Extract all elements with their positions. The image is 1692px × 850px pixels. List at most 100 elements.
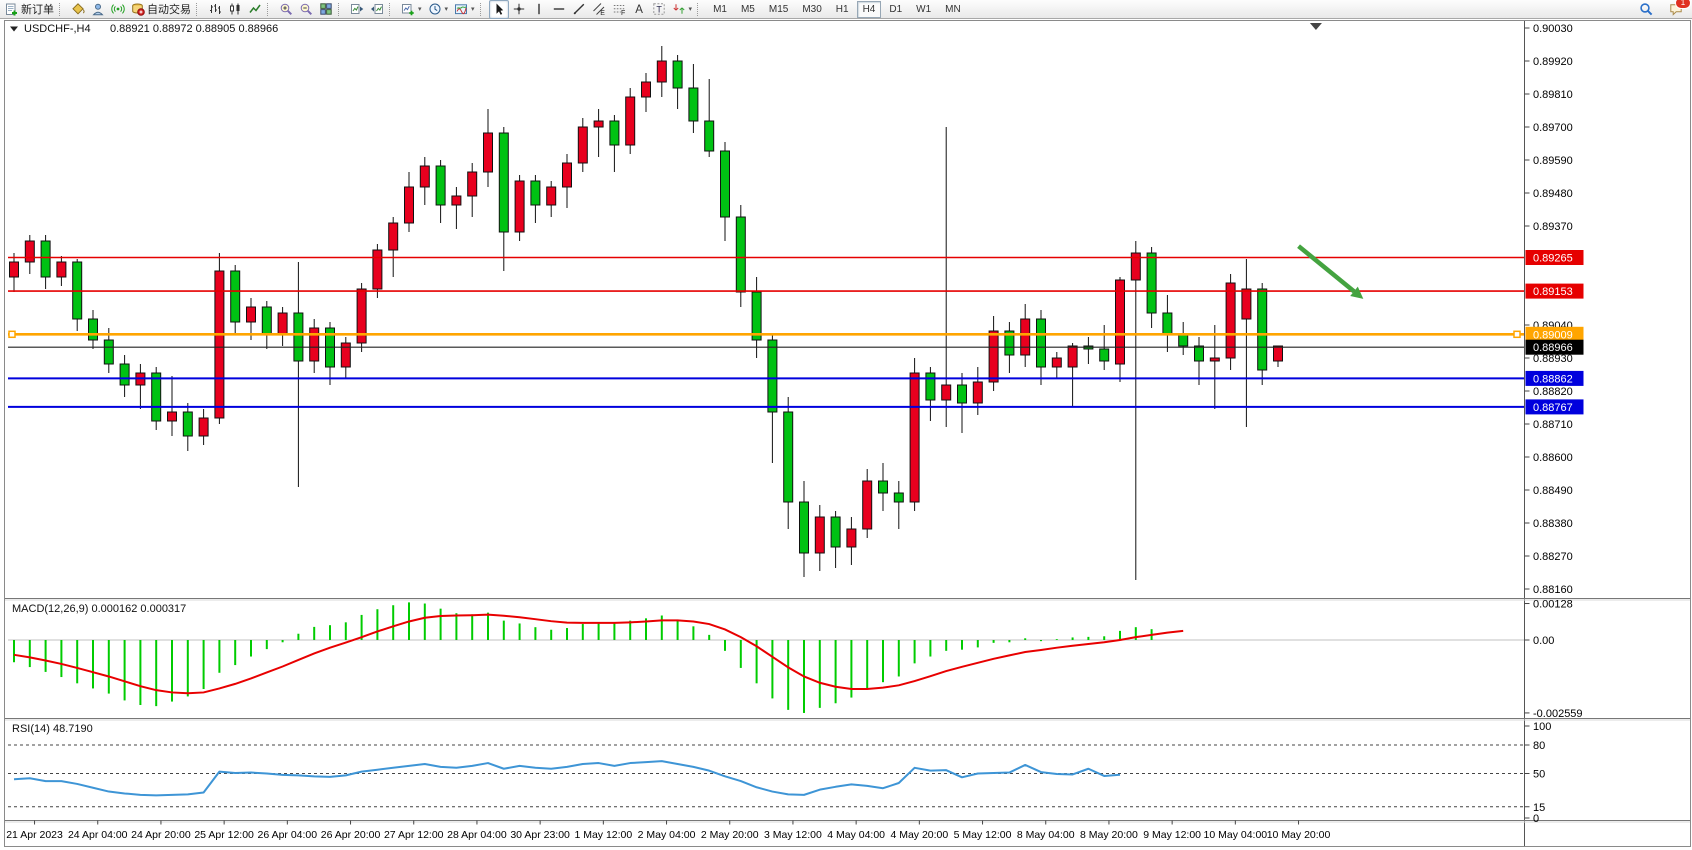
zoom-out-button[interactable]: [296, 0, 316, 19]
macd-axis-label: 0.00: [1533, 635, 1554, 647]
svg-text:A: A: [635, 4, 643, 16]
candle-body: [1051, 357, 1062, 368]
trend-arrow[interactable]: [1297, 244, 1356, 294]
price-axis-label: 0.88270: [1533, 551, 1573, 563]
rsi-line: [13, 760, 1121, 797]
text-button[interactable]: A: [629, 0, 649, 19]
chart-title-quotes: 0.88921 0.88972 0.88905 0.88966: [110, 23, 278, 35]
candle-body: [1130, 252, 1141, 281]
cursor-button[interactable]: [488, 0, 509, 19]
text-label-button[interactable]: T: [649, 0, 669, 19]
timeframe-w1[interactable]: W1: [916, 3, 932, 15]
timeframe-h4[interactable]: H4: [856, 0, 882, 18]
toolbar-group: E F A T ▾: [488, 0, 696, 19]
line-handle[interactable]: [1513, 330, 1521, 339]
toolbar-group: [347, 0, 387, 19]
zoom-in-button[interactable]: [276, 0, 296, 19]
candle-body: [1004, 330, 1015, 356]
candle-body: [577, 126, 588, 164]
chart-shift-marker[interactable]: [1309, 23, 1322, 30]
timeframe-h1[interactable]: H1: [835, 3, 849, 15]
scroll-to-end-icon: [351, 4, 364, 14]
toolbar-separator: [267, 2, 272, 16]
candle-body: [878, 480, 888, 494]
tile-windows-button[interactable]: [316, 0, 336, 19]
trend-arrow-head: [1350, 286, 1364, 299]
vertical-line-button[interactable]: [529, 0, 549, 19]
paint-bucket-icon: [72, 3, 85, 15]
candle-body: [625, 96, 636, 146]
toolbar-group: 自动交易: [68, 0, 194, 19]
auto-trading-button-label: 自动交易: [147, 4, 191, 16]
macd-signal-line: [13, 613, 1184, 695]
timeframe-m5[interactable]: M5: [740, 3, 755, 15]
auto-trading-button[interactable]: 自动交易: [128, 0, 194, 19]
candlestick-chart-button[interactable]: [225, 0, 245, 19]
time-axis-label: 9 May 12:00: [1143, 829, 1201, 841]
profile-button[interactable]: [88, 0, 108, 19]
tile-windows-icon: [320, 3, 332, 15]
time-axis-label: 5 May 12:00: [954, 829, 1012, 841]
chat-unread-badge: 1: [1675, 0, 1691, 9]
candle-body: [799, 501, 809, 554]
vertical-line-icon: [537, 3, 540, 15]
chart-shift-button[interactable]: [367, 0, 387, 19]
candle-body: [1020, 318, 1031, 356]
time-axis-label: 26 Apr 20:00: [321, 829, 381, 841]
chart-area[interactable]: USDCHF-,H4 0.88921 0.88972 0.88905 0.8896…: [0, 19, 1692, 850]
new-order-button-label: 新订单: [21, 4, 54, 16]
price-badge-label: 0.89153: [1533, 286, 1573, 298]
trendline-button[interactable]: [569, 0, 589, 19]
crosshair-button[interactable]: [509, 0, 529, 19]
candle-body: [246, 306, 256, 323]
candle-body: [656, 60, 667, 83]
horizontal-line-button[interactable]: [549, 0, 569, 19]
toolbar-separator: [697, 2, 702, 16]
rsi-axis-label: 80: [1533, 740, 1545, 752]
bar-chart-button[interactable]: [205, 0, 225, 19]
time-axis-label: 24 Apr 04:00: [68, 829, 128, 841]
price-badge: [1525, 370, 1584, 386]
arrows-button[interactable]: ▾: [669, 0, 696, 19]
candle-body: [672, 60, 683, 89]
fibonacci-button[interactable]: F: [609, 0, 629, 19]
timeframe-m30[interactable]: M30: [802, 3, 822, 15]
zoom-out-icon: [300, 3, 313, 16]
time-axis-label: 10 May 04:00: [1204, 829, 1268, 841]
scroll-to-end-button[interactable]: [347, 0, 367, 19]
signal-button[interactable]: [108, 0, 128, 19]
chat-button[interactable]: 1: [1666, 0, 1691, 19]
timeframe-m1[interactable]: M1: [713, 3, 727, 15]
candle-body: [388, 222, 399, 251]
clock-icon: [429, 3, 441, 15]
candle-body: [1162, 312, 1173, 335]
chart-shift-icon: [371, 4, 383, 14]
periods-button[interactable]: ▾: [425, 0, 452, 19]
candle-body: [688, 87, 699, 122]
new-order-icon: [6, 3, 17, 16]
candle-body: [1067, 345, 1078, 368]
new-order-button[interactable]: 新订单: [2, 0, 57, 19]
autotrade-icon: [132, 3, 145, 16]
styles-button[interactable]: [68, 0, 88, 19]
candle-body: [119, 363, 130, 386]
candle-body: [1036, 318, 1046, 368]
timeframe-d1[interactable]: D1: [889, 3, 903, 15]
candle-body: [56, 261, 67, 278]
price-axis-label: 0.88930: [1533, 353, 1573, 365]
candle-body: [1178, 333, 1189, 347]
price-axis-label: 0.88820: [1533, 386, 1573, 398]
timeframe-mn[interactable]: MN: [945, 3, 961, 15]
line-chart-button[interactable]: [245, 0, 265, 19]
templates-button[interactable]: ▾: [451, 0, 478, 19]
search-button[interactable]: [1636, 0, 1656, 19]
zoom-in-icon: [280, 3, 293, 16]
line-handle[interactable]: [8, 330, 16, 339]
symbol-dropdown-icon[interactable]: [10, 26, 18, 32]
new-chart-button[interactable]: ▾: [398, 0, 425, 19]
equidistant-channel-button[interactable]: E: [589, 0, 609, 19]
time-axis-label: 28 Apr 04:00: [447, 829, 507, 841]
timeframe-m15[interactable]: M15: [768, 3, 789, 15]
time-axis-label: 2 May 20:00: [701, 829, 759, 841]
price-badge-label: 0.88966: [1533, 342, 1573, 354]
